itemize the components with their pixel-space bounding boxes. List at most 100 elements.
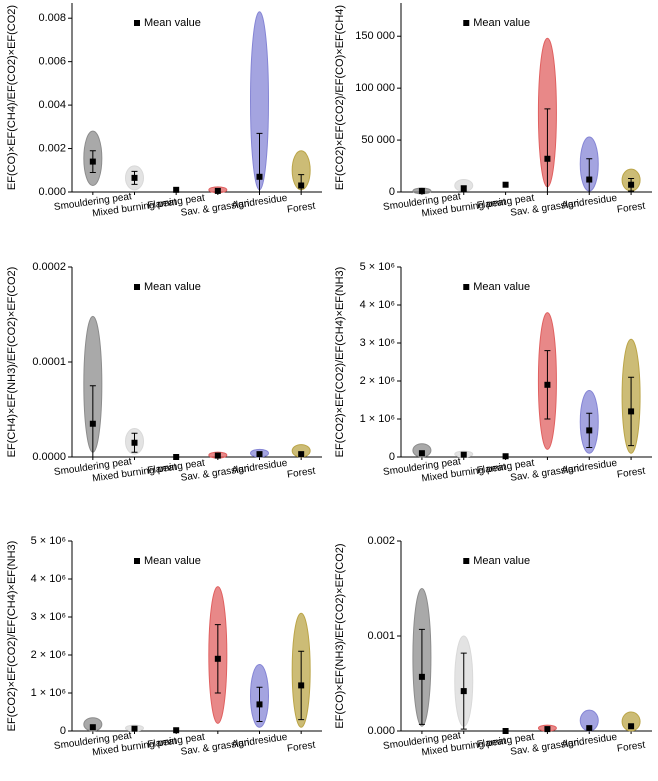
y-tick-label: 0.0002 [32, 261, 66, 273]
mean-marker [256, 701, 263, 708]
mean-marker [460, 688, 467, 695]
legend-label: Mean value [473, 281, 530, 293]
legend-marker [463, 20, 470, 26]
mean-marker [460, 451, 467, 458]
y-axis-label: EF(CH4)×EF(NH3)/EF(CO2)×EF(CO2) [6, 267, 18, 458]
y-tick-label: 0 [389, 451, 395, 463]
x-tick-label: Agri. residue [561, 732, 619, 751]
mean-marker [502, 728, 509, 734]
y-tick-label: 3 × 10⁶ [360, 337, 395, 349]
panel: 0.0000 0.0001 0.0002 EF(CH4)×EF(NH3)/EF(CO2… [6, 261, 322, 485]
y-tick-label: 0.000 [38, 186, 66, 198]
x-tick-label: Agri. residue [561, 458, 619, 477]
legend-marker [134, 20, 140, 26]
y-tick-label: 100 000 [355, 82, 395, 94]
y-tick-label: 1 × 10⁶ [360, 413, 395, 425]
y-tick-label: 0.001 [367, 630, 395, 642]
mean-marker [628, 181, 635, 188]
y-axis-label: EF(CO)×EF(CH4)/EF(CO2)×EF(CO2) [6, 5, 18, 190]
y-tick-label: 4 × 10⁶ [360, 299, 395, 311]
legend-marker [134, 284, 140, 290]
legend-label: Mean value [144, 555, 201, 567]
y-axis-label: EF(CO2)×EF(CO2)/EF(CH4)×EF(NH3) [334, 267, 346, 458]
mean-marker [628, 408, 635, 415]
y-tick-label: 150 000 [355, 30, 395, 42]
y-tick-label: 2 × 10⁶ [360, 375, 395, 387]
legend-label: Mean value [144, 17, 201, 29]
y-tick-label: 0.0000 [32, 451, 66, 463]
mean-marker [131, 725, 138, 732]
mean-marker [131, 439, 138, 446]
legend-marker [134, 558, 140, 564]
legend-marker [463, 284, 470, 290]
error-bar [256, 132, 263, 193]
panel: 0.000 0.001 0.002 EF(CO)×EF(NH3)/EF(CO2)×EF… [334, 535, 652, 759]
y-tick-label: 0 [60, 725, 66, 737]
mean-marker [256, 173, 263, 180]
y-tick-label: 0.004 [38, 99, 66, 111]
y-tick-label: 0 [389, 186, 395, 198]
legend-marker [463, 558, 470, 564]
y-tick-label: 1 × 10⁶ [31, 687, 66, 699]
mean-marker [298, 682, 305, 689]
mean-marker [89, 724, 96, 731]
mean-marker [502, 453, 509, 460]
mean-marker [628, 723, 635, 730]
x-tick-label: Agri. residue [561, 193, 619, 212]
x-tick-label: Agri. residue [231, 193, 289, 212]
legend-label: Mean value [144, 281, 201, 293]
mean-marker [544, 155, 551, 162]
x-tick-label: Agri. residue [231, 732, 289, 751]
panel: 0.000 0.002 0.004 0.006 0.008 EF(CO)×EF(CH4)/… [6, 3, 322, 220]
mean-marker [460, 185, 467, 192]
error-bar [586, 158, 593, 193]
mean-marker [586, 725, 593, 732]
y-tick-label: 4 × 10⁶ [31, 573, 66, 585]
error-bar [544, 108, 551, 193]
x-tick-label: Agri. residue [231, 458, 289, 477]
mean-marker [544, 726, 551, 733]
mean-marker [418, 450, 425, 457]
y-tick-label: 50 000 [361, 134, 395, 146]
y-tick-label: 0.000 [367, 725, 395, 737]
mean-marker [89, 158, 96, 165]
mean-marker [173, 727, 180, 734]
mean-marker [173, 186, 180, 193]
x-tick-label: Forest [616, 740, 646, 755]
mean-marker [131, 174, 138, 181]
panel: 0 1 × 10⁶ 2 × 10⁶ 3 × 10⁶ 4 × 10⁶ 5 × 10⁶ EF(C… [6, 535, 322, 759]
mean-marker [214, 187, 221, 194]
mean-marker [298, 451, 305, 458]
mean-marker [298, 182, 305, 189]
y-tick-label: 0.002 [367, 535, 395, 547]
y-axis-label: EF(CO)×EF(NH3)/EF(CO2)×EF(CO2) [334, 543, 346, 728]
x-tick-label: Forest [616, 201, 646, 216]
y-tick-label: 0.008 [38, 12, 66, 24]
range-ellipse [621, 711, 641, 732]
mean-marker [418, 187, 425, 194]
panel: 0 50 000 100 000 150 000 EF(CO2)×EF(CO2)/EF(… [334, 3, 652, 220]
y-tick-label: 3 × 10⁶ [31, 611, 66, 623]
y-tick-label: 0.002 [38, 142, 66, 154]
x-tick-label: Forest [616, 466, 646, 481]
panel: 0 1 × 10⁶ 2 × 10⁶ 3 × 10⁶ 4 × 10⁶ 5 × 10⁶ EF(C… [334, 261, 652, 485]
mean-marker [544, 381, 551, 388]
mean-marker [586, 427, 593, 434]
y-axis-label: EF(CO2)×EF(CO2)/EF(CO)×EF(CH4) [334, 5, 346, 190]
mean-marker [173, 454, 180, 460]
mean-marker [502, 181, 509, 188]
legend-label: Mean value [473, 17, 530, 29]
x-tick-label: Forest [286, 201, 316, 216]
mean-marker [214, 655, 221, 662]
y-tick-label: 2 × 10⁶ [31, 649, 66, 661]
mean-marker [256, 451, 263, 458]
y-axis-label: EF(CO2)×EF(CO2)/EF(CH4)×EF(NH3) [6, 541, 18, 732]
legend-label: Mean value [473, 555, 530, 567]
x-tick-label: Forest [286, 740, 316, 755]
y-tick-label: 0.006 [38, 56, 66, 68]
mean-marker [418, 673, 425, 680]
y-tick-label: 0.0001 [32, 356, 66, 368]
x-tick-label: Forest [286, 466, 316, 481]
mean-marker [214, 452, 221, 459]
